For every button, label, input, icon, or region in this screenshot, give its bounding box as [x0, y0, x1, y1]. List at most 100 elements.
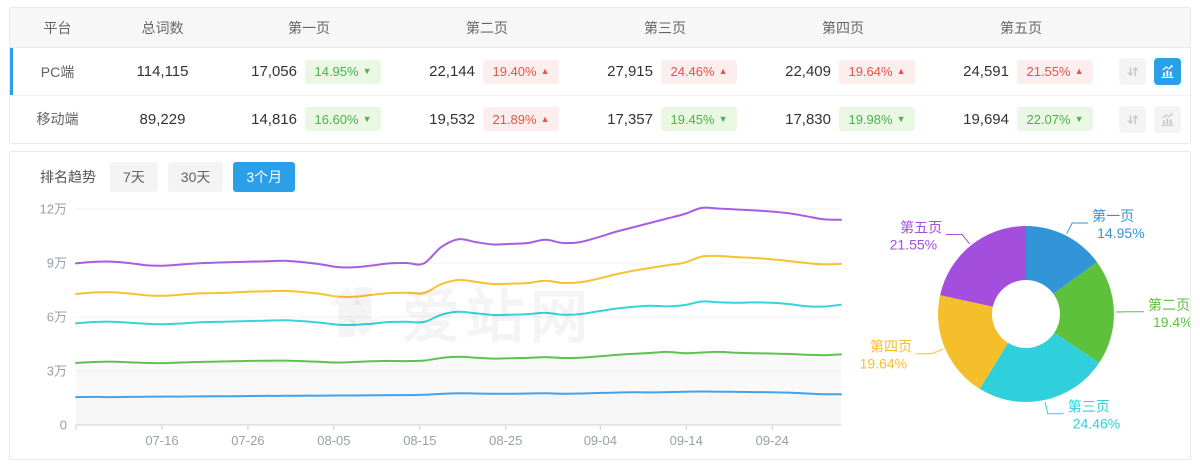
- page-count: 17,357: [607, 110, 653, 128]
- page-change-badge: 21.55% ▲: [1017, 59, 1093, 84]
- rank-trend-card: 排名趋势 7天 30天 3个月 0 3万 6万 9万 12万 07-16 07-26 08-05 0…: [9, 151, 1191, 460]
- trend-up-arrow-icon: ▲: [1074, 66, 1084, 76]
- series-line-第一页: [75, 390, 842, 399]
- page-change-badge: 19.45% ▼: [661, 107, 737, 131]
- donut-label-name: 第二页: [1148, 297, 1190, 313]
- rank-trend-line-chart: 0 3万 6万 9万 12万 07-16 07-26 08-05 08-15 08-25 09-04…: [40, 202, 842, 448]
- tab-3-months[interactable]: 3个月: [233, 162, 296, 192]
- donut-label-line: [1066, 222, 1089, 234]
- x-axis-label: 07-16: [145, 433, 178, 448]
- page-change-badge: 14.95% ▼: [305, 59, 381, 84]
- donut-slice-第三页[interactable]: [979, 332, 1100, 403]
- y-axis-label: 6万: [47, 310, 67, 325]
- table-row[interactable]: 移动端 89,229 14,816 16.60% ▼ 19,532 21.89%…: [10, 95, 1190, 142]
- donut-label-name: 第三页: [1068, 399, 1110, 415]
- tab-7-days[interactable]: 7天: [110, 162, 158, 192]
- page-change-badge: 16.60% ▼: [305, 107, 381, 131]
- page-count: 19,694: [963, 110, 1009, 128]
- trend-title: 排名趋势: [40, 169, 96, 185]
- x-axis-label: 09-14: [670, 433, 703, 448]
- page-cell: 17,357 19.45% ▼: [576, 107, 754, 131]
- tab-30-days[interactable]: 30天: [167, 162, 224, 192]
- x-axis-label: 09-04: [584, 433, 617, 448]
- series-area-第二页: [76, 351, 841, 425]
- sort-arrows-icon: [1127, 114, 1139, 124]
- donut-slice-第五页[interactable]: [940, 226, 1026, 307]
- column-header: 第三页: [644, 19, 686, 36]
- table-header: 平台 总词数 第一页 第二页 第三页 第四页 第五页: [10, 8, 1190, 48]
- page-count: 22,409: [785, 63, 831, 80]
- series-line-第四页: [75, 254, 842, 298]
- donut-label-line: [916, 348, 944, 355]
- table-row[interactable]: PC端 114,115 17,056 14.95% ▼ 22,144 19.40…: [10, 48, 1190, 95]
- page-change-badge: 22.07% ▼: [1017, 107, 1093, 131]
- page-cell: 19,532 21.89% ▲: [398, 107, 576, 131]
- donut-slice-第二页[interactable]: [1053, 262, 1114, 363]
- y-axis-label: 0: [60, 418, 67, 433]
- page-cell: 24,591 21.55% ▲: [932, 59, 1110, 84]
- platform-cell: 移动端: [36, 111, 79, 127]
- page-count: 22,144: [429, 63, 475, 80]
- trend-up-arrow-icon: ▲: [540, 113, 550, 124]
- page-change-badge: 19.64% ▲: [839, 59, 915, 84]
- trend-down-arrow-icon: ▼: [896, 113, 906, 124]
- donut-label-name: 第四页: [870, 339, 912, 355]
- total-words-cell: 89,229: [139, 110, 186, 128]
- column-header: 平台: [43, 19, 72, 36]
- page-change-badge: 19.98% ▼: [839, 107, 915, 131]
- sort-arrows-icon: [1127, 66, 1139, 77]
- column-header: 总词数: [141, 19, 184, 36]
- page-count: 17,830: [785, 110, 831, 128]
- trend-chart-button[interactable]: [1154, 105, 1181, 133]
- page-count: 14,816: [251, 110, 297, 128]
- trend-down-arrow-icon: ▼: [1074, 113, 1084, 124]
- column-header: 第一页: [288, 19, 330, 36]
- page-change-badge: 21.89% ▲: [483, 107, 559, 131]
- page-change-badge: 19.40% ▲: [483, 59, 559, 84]
- y-axis-label: 12万: [40, 202, 67, 217]
- trend-up-arrow-icon: ▲: [896, 66, 906, 76]
- page-count: 27,915: [607, 63, 653, 80]
- trend-down-arrow-icon: ▼: [362, 113, 372, 124]
- platform-cell: PC端: [40, 63, 75, 80]
- trend-up-arrow-icon: ▲: [540, 66, 550, 76]
- keyword-rank-table-card: 平台 总词数 第一页 第二页 第三页 第四页 第五页 PC端 114,115 17,056 …: [9, 7, 1191, 144]
- page-cell: 22,409 19.64% ▲: [754, 59, 932, 84]
- series-line-第二页: [75, 350, 842, 365]
- donut-label-name: 第五页: [900, 219, 942, 235]
- compare-button[interactable]: [1119, 58, 1146, 85]
- x-axis-label: 07-26: [231, 433, 264, 448]
- x-axis-label: 08-25: [489, 433, 522, 448]
- trend-chart-icon: [1161, 65, 1174, 78]
- y-axis-label: 9万: [47, 256, 67, 271]
- page-cell: 14,816 16.60% ▼: [220, 107, 398, 131]
- trend-down-arrow-icon: ▼: [718, 113, 728, 124]
- x-axis-label: 09-24: [756, 433, 789, 448]
- trend-header: 排名趋势 7天 30天 3个月: [40, 162, 296, 192]
- series-line-第五页: [75, 206, 842, 269]
- donut-slice-第四页[interactable]: [938, 295, 1009, 389]
- page-cell: 19,694 22.07% ▼: [932, 107, 1110, 131]
- x-axis-label: 08-05: [317, 433, 350, 448]
- series-line-第三页: [75, 300, 842, 326]
- compare-button[interactable]: [1119, 105, 1146, 133]
- column-header: 第二页: [466, 19, 508, 36]
- donut-label-percent: 24.46%: [1073, 416, 1120, 432]
- donut-label-line: [946, 234, 970, 245]
- page-count: 17,056: [251, 63, 297, 80]
- donut-slice-第一页[interactable]: [1026, 226, 1097, 294]
- page-cell: 17,830 19.98% ▼: [754, 107, 932, 131]
- donut-label-percent: 19.64%: [860, 356, 907, 372]
- trend-chart-button[interactable]: [1154, 58, 1181, 85]
- trend-up-arrow-icon: ▲: [718, 66, 728, 76]
- page-count: 19,532: [429, 110, 475, 128]
- page-count: 24,591: [963, 63, 1009, 80]
- page-cell: 22,144 19.40% ▲: [398, 59, 576, 84]
- donut-label-percent: 19.4%: [1153, 314, 1190, 330]
- table-body: PC端 114,115 17,056 14.95% ▼ 22,144 19.40…: [10, 48, 1190, 142]
- trend-chart-icon: [1161, 112, 1174, 126]
- column-header: 第四页: [822, 19, 864, 36]
- row-actions: [1110, 105, 1190, 133]
- page-change-badge: 24.46% ▲: [661, 59, 737, 84]
